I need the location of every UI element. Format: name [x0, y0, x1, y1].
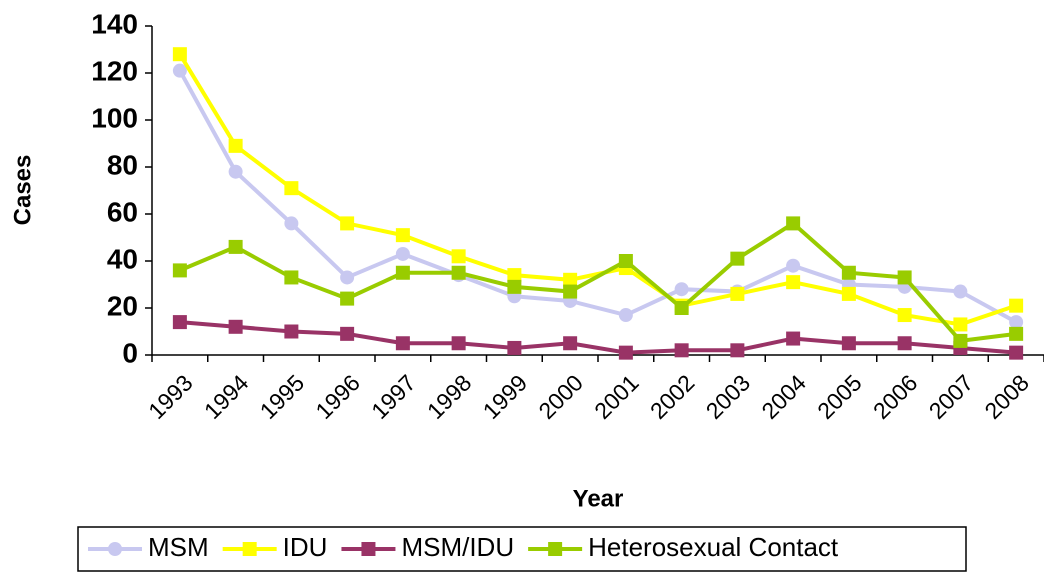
data-point: [786, 258, 801, 273]
legend-label: MSM: [148, 532, 209, 562]
x-tick-label: 2003: [701, 369, 756, 424]
data-point: [563, 336, 578, 351]
y-tick-label: 0: [122, 337, 138, 368]
data-point: [395, 246, 410, 261]
data-point: [451, 265, 466, 280]
x-tick-label: 1997: [366, 369, 421, 424]
data-point: [395, 265, 410, 280]
data-point: [1009, 298, 1024, 313]
y-tick-label: 100: [91, 102, 138, 133]
x-tick-label: 2002: [645, 369, 700, 424]
y-tick-label: 120: [91, 55, 138, 86]
data-point: [730, 343, 745, 358]
y-axis-title: Cases: [9, 155, 36, 226]
y-tick-label: 60: [107, 196, 138, 227]
data-point: [1009, 345, 1024, 360]
data-point: [395, 228, 410, 243]
y-tick-label: 140: [91, 8, 138, 39]
data-point: [507, 279, 522, 294]
data-point: [618, 308, 633, 323]
data-point: [340, 270, 355, 285]
data-point: [674, 343, 689, 358]
data-point: [841, 286, 856, 301]
data-point: [451, 336, 466, 351]
data-point: [618, 254, 633, 268]
data-point: [674, 282, 689, 297]
x-tick-label: 2004: [756, 369, 811, 424]
data-point: [284, 216, 299, 231]
data-point: [1009, 326, 1024, 341]
x-tick-label: 1993: [143, 369, 198, 424]
data-point: [172, 63, 187, 78]
x-tick-label: 1996: [310, 369, 365, 424]
series-line: [179, 320, 1017, 355]
legend-marker: [108, 542, 122, 556]
data-point: [172, 47, 187, 62]
data-point: [284, 181, 299, 196]
data-point: [730, 286, 745, 301]
data-point: [786, 275, 801, 290]
legend-marker: [361, 542, 376, 556]
data-point: [786, 216, 801, 231]
data-point: [507, 340, 522, 355]
data-point: [953, 333, 968, 348]
x-tick-label: 1994: [199, 369, 254, 424]
x-tick-label: 2007: [924, 369, 979, 424]
data-point: [507, 268, 522, 283]
data-point: [897, 336, 912, 351]
data-point: [228, 164, 243, 179]
data-point: [395, 336, 410, 351]
series-line: [179, 220, 1017, 344]
data-point: [674, 301, 689, 315]
x-tick-label: 1999: [478, 369, 533, 424]
data-point: [451, 249, 466, 264]
legend-label: IDU: [283, 532, 328, 562]
data-point: [1009, 315, 1024, 330]
data-point: [284, 270, 299, 285]
data-point: [953, 284, 968, 299]
x-tick-label: 2008: [979, 369, 1034, 424]
data-point: [897, 308, 912, 323]
legend-label: MSM/IDU: [401, 532, 514, 562]
x-tick-label: 1995: [255, 369, 310, 424]
data-point: [172, 315, 187, 330]
data-point: [563, 284, 578, 299]
data-point: [228, 138, 243, 153]
y-tick-label: 80: [107, 149, 138, 180]
data-point: [618, 345, 633, 360]
data-point: [228, 319, 243, 334]
series-line: [178, 53, 1017, 327]
data-point: [897, 270, 912, 285]
x-tick-label: 1998: [422, 369, 477, 424]
data-point: [841, 265, 856, 280]
y-tick-label: 20: [107, 290, 138, 321]
x-tick-label: 2001: [589, 369, 644, 424]
x-tick-label: 2005: [812, 369, 867, 424]
data-point: [340, 326, 355, 341]
legend-label: Heterosexual Contact: [588, 532, 839, 562]
data-point: [841, 336, 856, 351]
data-point: [730, 251, 745, 266]
x-tick-label: 2006: [868, 369, 923, 424]
data-point: [786, 331, 801, 346]
data-point: [340, 216, 355, 231]
legend-marker: [548, 542, 563, 556]
y-tick-label: 40: [107, 243, 138, 274]
data-point: [953, 317, 968, 332]
data-point: [172, 263, 187, 278]
data-point: [228, 239, 243, 254]
data-point: [563, 272, 578, 287]
data-point: [284, 324, 299, 339]
legend-marker: [242, 542, 257, 556]
x-tick-label: 2000: [533, 369, 588, 424]
x-axis-title: Year: [573, 485, 624, 512]
series-line: [178, 69, 1018, 324]
data-point: [340, 291, 355, 306]
